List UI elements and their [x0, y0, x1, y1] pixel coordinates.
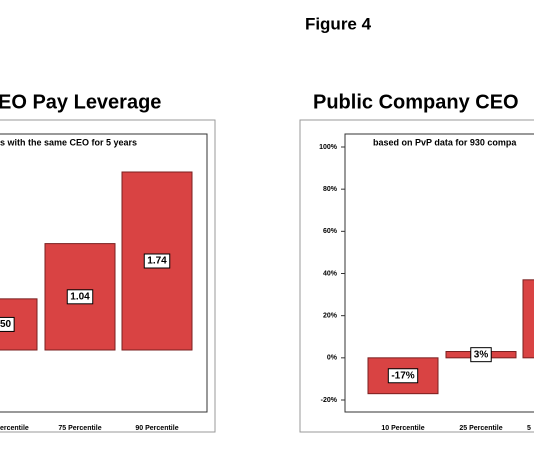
- x-tick-label: ercentile: [0, 425, 29, 432]
- value-label: 1.74: [147, 256, 167, 267]
- x-tick-label: 25 Percentile: [459, 425, 502, 432]
- y-tick-label: 80%: [323, 186, 338, 193]
- value-label-box: [387, 368, 419, 384]
- y-tick-label: 0%: [327, 355, 338, 362]
- subtitle: s with the same CEO for 5 years: [0, 137, 137, 147]
- value-label: 1.04: [70, 291, 90, 302]
- chart-frame: [0, 119, 216, 433]
- y-tick-label: 20%: [323, 313, 338, 320]
- value-label: 50: [0, 319, 12, 330]
- y-tick-label: 100%: [319, 144, 338, 151]
- x-tick-label: 75 Percentile: [58, 425, 101, 432]
- x-tick-label: 5: [527, 425, 531, 432]
- chart-title: Public Company CEO: [313, 91, 519, 113]
- y-tick-label: -20%: [321, 397, 338, 404]
- x-tick-label: 10 Percentile: [381, 425, 424, 432]
- bar: [522, 279, 534, 359]
- x-tick-label: 90 Percentile: [135, 425, 178, 432]
- value-label: -17%: [391, 370, 414, 381]
- value-label-box: [0, 316, 15, 332]
- chart-title: EO Pay Leverage: [0, 91, 161, 113]
- value-label-box: [66, 289, 94, 305]
- value-label-box: [470, 347, 492, 363]
- plot-frame: [0, 133, 208, 413]
- chart-frame: [299, 119, 534, 433]
- y-tick-label: 40%: [323, 270, 338, 277]
- value-label-box: [143, 253, 171, 269]
- y-tick-label: 60%: [323, 228, 338, 235]
- value-label: 3%: [474, 349, 489, 360]
- subtitle: based on PvP data for 930 compa: [373, 137, 517, 147]
- figure-title: Figure 4: [305, 14, 372, 33]
